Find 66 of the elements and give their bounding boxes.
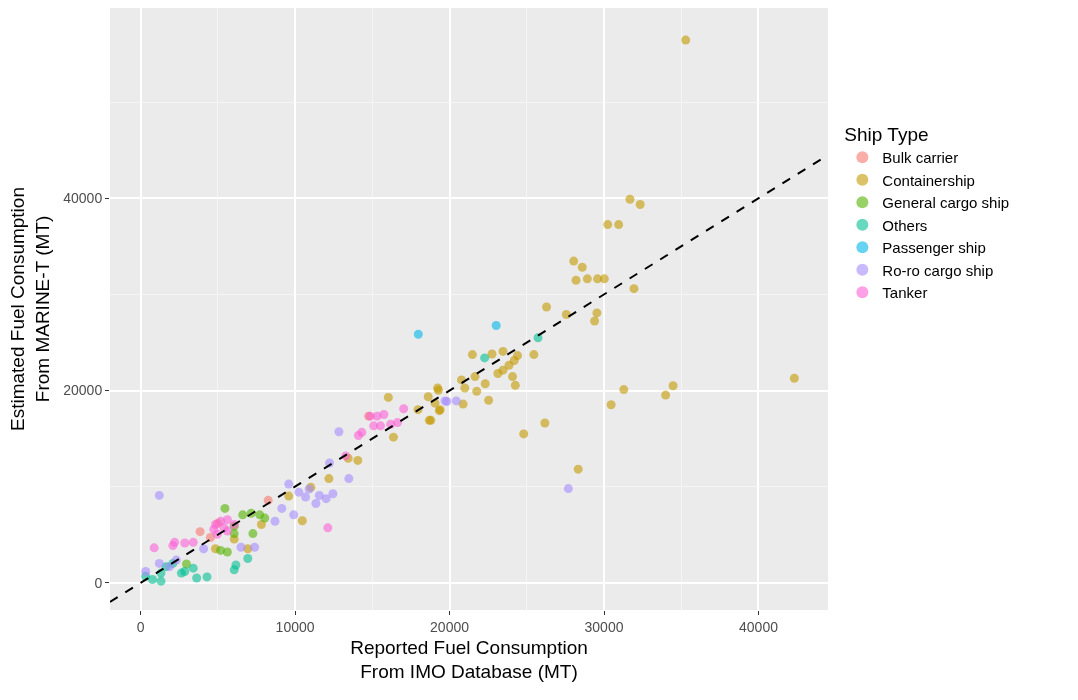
legend-label: Containership (882, 171, 975, 189)
legend-label: Ro-ro cargo ship (882, 261, 994, 279)
point (392, 418, 402, 428)
point (284, 479, 294, 489)
point (199, 544, 209, 554)
point (301, 492, 311, 502)
point (277, 503, 287, 513)
x-tick-label: 40000 (739, 618, 779, 635)
x-tick-label: 20000 (430, 618, 470, 635)
point (250, 542, 260, 552)
y-tick-label: 40000 (63, 190, 103, 207)
point (375, 421, 385, 431)
y-axis-title: Estimated Fuel Consumption From MARINE-T (MT) (7, 187, 54, 431)
point (236, 542, 246, 552)
point (451, 396, 461, 406)
point (270, 516, 280, 526)
y-tick-label: 20000 (63, 382, 103, 399)
legend-label: Tanker (882, 284, 928, 302)
point (334, 427, 344, 437)
point (149, 543, 159, 553)
legend-label: General cargo ship (882, 194, 1010, 212)
point (243, 553, 253, 563)
point (220, 503, 230, 513)
point (202, 572, 212, 582)
point (248, 529, 258, 539)
point (156, 576, 166, 586)
x-tick-label: 0 (136, 618, 145, 635)
point (180, 566, 190, 576)
point (321, 494, 331, 504)
x-axis-title: Reported Fuel Consumption From IMO Database (MT) (350, 636, 588, 683)
point (260, 513, 270, 523)
point (289, 510, 299, 520)
point (188, 563, 198, 573)
point (314, 490, 324, 500)
legend-label: Bulk carrier (882, 149, 959, 167)
x-tick-label: 30000 (584, 618, 624, 635)
point (170, 537, 180, 547)
legend-label: Passenger ship (882, 239, 986, 257)
point (413, 329, 423, 339)
point (231, 560, 241, 570)
x-tick-label: 10000 (275, 618, 315, 635)
point (323, 523, 333, 533)
point (491, 320, 501, 330)
point (188, 537, 198, 547)
point (195, 527, 205, 537)
point (480, 353, 490, 363)
point (344, 474, 354, 484)
point (294, 487, 304, 497)
point (328, 489, 338, 499)
point (238, 510, 248, 520)
point (311, 499, 321, 508)
point (141, 566, 151, 576)
point (563, 484, 573, 494)
point (222, 515, 232, 525)
point (180, 538, 190, 548)
point (154, 490, 164, 500)
point (399, 404, 409, 414)
point (154, 558, 164, 568)
point (216, 545, 226, 555)
point (147, 575, 157, 585)
point (379, 409, 389, 419)
point (357, 427, 367, 437)
y-tick-label: 0 (94, 574, 103, 591)
legend-label: Others (882, 216, 928, 234)
legend-title: Ship Type (844, 124, 929, 146)
point (192, 573, 202, 583)
